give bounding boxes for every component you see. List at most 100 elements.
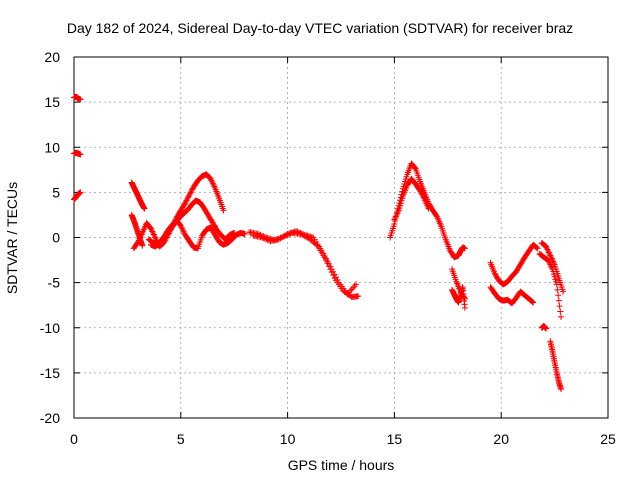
data-point: [550, 271, 557, 278]
data-point: [352, 281, 359, 288]
series-arc-20: [538, 322, 550, 332]
data-point: [263, 236, 270, 243]
data-point: [264, 236, 271, 243]
series-arc-14: [449, 284, 468, 311]
y-tick-label: -20: [40, 410, 60, 426]
y-tick-label: -15: [40, 365, 60, 381]
data-point: [77, 189, 84, 196]
data-point: [184, 194, 191, 201]
data-point: [187, 190, 194, 197]
series-arc-1: [71, 93, 84, 103]
y-axis-title: SDTVAR / TECUs: [4, 182, 20, 294]
data-point: [419, 192, 426, 199]
data-point: [182, 200, 189, 207]
data-point: [551, 273, 558, 280]
series-arc-4: [128, 179, 148, 212]
data-point: [187, 189, 194, 196]
data-points: [71, 93, 567, 393]
data-point: [417, 187, 424, 194]
data-point: [261, 235, 268, 242]
series-arc-15: [455, 244, 468, 259]
x-tick-label: 25: [600, 431, 616, 447]
series-arc-17: [487, 284, 537, 307]
data-point: [323, 255, 330, 262]
data-point: [325, 260, 332, 267]
series-arc-10: [250, 228, 359, 298]
data-point: [556, 303, 563, 310]
x-tick-label: 10: [280, 431, 296, 447]
data-point: [186, 192, 193, 199]
data-point: [461, 245, 468, 252]
data-point: [183, 197, 190, 204]
y-tick-label: 20: [44, 49, 60, 65]
data-point: [295, 229, 302, 236]
y-tick-label: 5: [52, 184, 60, 200]
data-point: [334, 276, 341, 283]
data-point: [433, 212, 440, 219]
data-point: [321, 253, 328, 260]
data-point: [320, 250, 327, 257]
data-point: [294, 228, 301, 235]
data-point: [139, 242, 146, 249]
data-point: [412, 165, 419, 172]
data-point: [530, 299, 537, 306]
data-point: [327, 263, 334, 270]
data-point: [333, 274, 340, 281]
x-tick-label: 20: [493, 431, 509, 447]
data-point: [543, 325, 550, 332]
data-point: [558, 313, 565, 320]
series-arc-12: [391, 175, 432, 223]
data-point: [555, 297, 562, 304]
data-point: [297, 229, 304, 236]
y-tick-label: 10: [44, 139, 60, 155]
data-point: [420, 194, 427, 201]
data-point: [300, 231, 307, 238]
data-point: [533, 244, 540, 251]
x-axis-title: GPS time / hours: [288, 457, 395, 473]
data-point: [461, 304, 468, 311]
data-point: [293, 228, 300, 235]
data-point: [328, 266, 335, 273]
data-point: [77, 96, 84, 103]
series-arc-3: [71, 189, 84, 203]
data-point: [330, 268, 337, 275]
x-tick-label: 15: [387, 431, 403, 447]
data-point: [355, 293, 362, 300]
data-point: [529, 298, 536, 305]
data-point: [181, 201, 188, 208]
x-tick-label: 5: [177, 431, 185, 447]
data-point: [528, 298, 535, 305]
data-point: [182, 198, 189, 205]
axis-ticks: 0 5 10 15 20 25 -20 -15 -10 -5 0 5 10 15 20: [40, 49, 616, 447]
data-point: [134, 240, 141, 247]
data-point: [188, 188, 195, 195]
y-tick-label: -5: [48, 275, 61, 291]
data-point: [425, 205, 432, 212]
data-point: [185, 193, 192, 200]
data-point: [558, 386, 565, 393]
series-arc-19: [538, 239, 567, 295]
chart-title: Day 182 of 2024, Sidereal Day-to-day VTE…: [67, 20, 573, 36]
data-point: [184, 196, 191, 203]
data-point: [555, 292, 562, 299]
data-point: [258, 234, 265, 241]
data-point: [557, 308, 564, 315]
data-point: [318, 248, 325, 255]
y-tick-label: 0: [52, 230, 60, 246]
data-point: [241, 230, 248, 237]
data-point: [324, 258, 331, 265]
y-tick-label: -10: [40, 320, 60, 336]
series-arc-21: [547, 338, 565, 393]
series-arc-2: [71, 149, 84, 158]
data-point: [417, 188, 424, 195]
data-point: [331, 271, 338, 278]
data-point: [560, 288, 567, 295]
data-point: [298, 230, 305, 237]
series-arc-8: [147, 217, 248, 252]
data-point: [189, 186, 196, 193]
data-point: [533, 244, 540, 251]
data-point: [418, 190, 425, 197]
data-point: [552, 276, 559, 283]
y-tick-label: 15: [44, 94, 60, 110]
